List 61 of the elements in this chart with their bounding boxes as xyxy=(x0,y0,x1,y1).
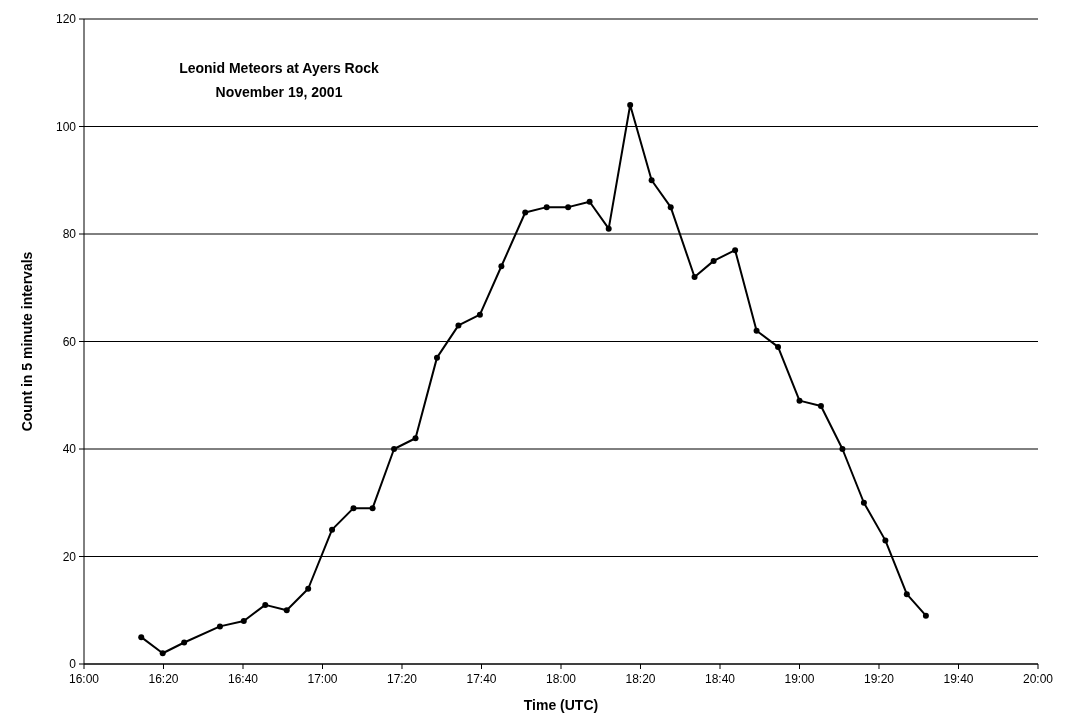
point xyxy=(329,526,336,533)
point xyxy=(216,623,223,630)
point xyxy=(498,263,505,270)
x-tick-label: 18:00 xyxy=(545,672,577,686)
text: November 19, 2001 xyxy=(215,84,343,100)
x-tick-label: 16:40 xyxy=(227,672,259,686)
x-tick-label: 19:20 xyxy=(863,672,895,686)
point xyxy=(240,618,247,624)
point xyxy=(391,446,398,452)
y-tick-label: 60 xyxy=(62,334,77,349)
y-tick-label: 120 xyxy=(55,12,77,27)
point xyxy=(922,612,929,619)
point xyxy=(565,204,572,211)
point xyxy=(882,537,889,544)
point xyxy=(522,209,529,216)
point xyxy=(138,634,145,641)
point xyxy=(796,397,803,404)
point xyxy=(181,639,188,646)
point xyxy=(732,247,739,254)
point xyxy=(817,403,824,409)
x-tick-label: 17:00 xyxy=(307,672,338,686)
y-tick-label: 80 xyxy=(62,227,77,242)
point xyxy=(753,327,760,334)
point xyxy=(839,446,846,452)
x-tick-label: 17:40 xyxy=(466,672,497,686)
point xyxy=(476,311,483,318)
point xyxy=(159,650,166,657)
point xyxy=(627,102,634,108)
x-tick-label: 16:20 xyxy=(148,672,179,686)
y-tick-label: 0 xyxy=(69,657,77,672)
point xyxy=(433,354,440,361)
x-tick-label: 19:00 xyxy=(784,672,815,686)
x-tick-label: 17:20 xyxy=(386,672,418,686)
point xyxy=(543,204,550,211)
point xyxy=(412,435,419,442)
point xyxy=(775,343,782,350)
point xyxy=(710,257,717,264)
y-axis-title: Count in 5 minute intervals xyxy=(19,251,35,432)
point xyxy=(648,177,655,184)
y-tick-label: 100 xyxy=(55,119,77,134)
point xyxy=(262,601,269,608)
x-axis-title: Time (UTC) xyxy=(523,697,599,713)
x-tick-label: 18:40 xyxy=(704,672,736,686)
y-tick-label: 40 xyxy=(62,442,77,457)
point xyxy=(455,322,462,329)
point xyxy=(283,607,290,614)
text: Leonid Meteors at Ayers Rock xyxy=(179,60,380,76)
point xyxy=(605,225,612,232)
x-tick-label: 16:00 xyxy=(68,672,100,686)
point xyxy=(350,505,357,512)
point xyxy=(369,505,376,512)
x-tick-label: 20:00 xyxy=(1022,672,1054,686)
x-tick-label: 18:20 xyxy=(625,672,656,686)
point xyxy=(860,499,867,506)
point xyxy=(691,274,698,280)
point xyxy=(903,591,910,598)
point xyxy=(586,198,593,205)
point xyxy=(305,585,312,592)
x-tick-label: 19:40 xyxy=(943,672,974,686)
point xyxy=(667,204,674,211)
y-tick-label: 20 xyxy=(62,549,77,564)
